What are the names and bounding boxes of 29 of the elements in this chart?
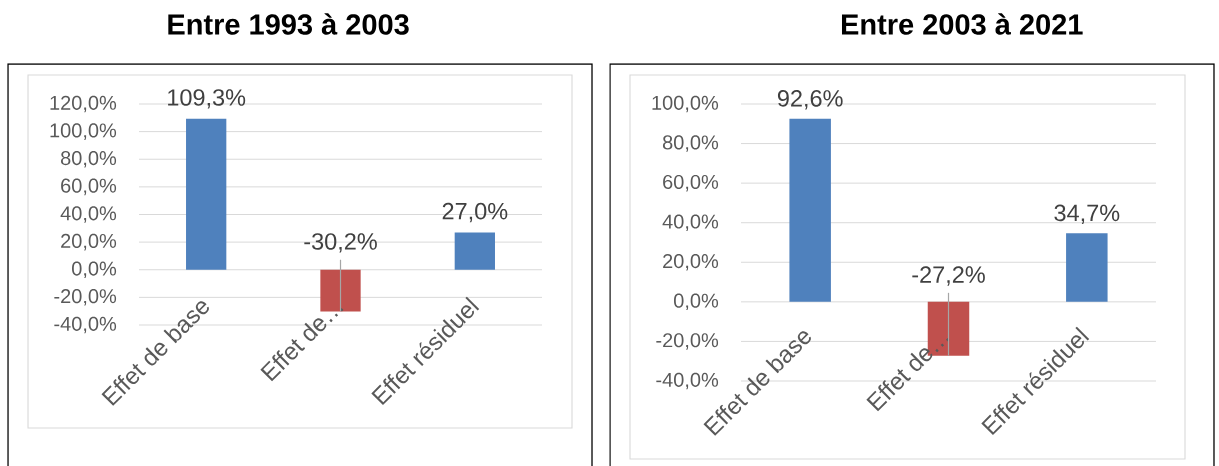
chart-title: Entre 1993 à 2003: [168, 13, 409, 35]
y-tick-label: 40,0%: [60, 206, 117, 223]
data-label: 34,7%: [1054, 204, 1120, 224]
chart-title: Entre 2003 à 2021: [841, 13, 1083, 35]
y-tick-label: 60,0%: [663, 174, 719, 192]
y-tick-label: -20,0%: [54, 289, 117, 306]
y-tick-label: 80,0%: [662, 135, 719, 152]
y-tick-label: 120,0%: [50, 95, 117, 113]
y-tick-label: 20,0%: [663, 254, 719, 271]
y-tick-label: -40,0%: [54, 316, 117, 334]
data-label: -27,2%: [912, 266, 985, 286]
y-tick-label: 0,0%: [674, 293, 719, 311]
data-label: 27,0%: [442, 202, 508, 223]
bar: [454, 232, 495, 270]
y-tick-label: -20,0%: [656, 333, 719, 350]
y-tick-label: 60,0%: [61, 178, 117, 196]
data-label: -30,2%: [304, 233, 377, 253]
y-tick-label: 0,0%: [72, 261, 117, 278]
bar: [789, 118, 831, 302]
y-tick-label: -40,0%: [656, 372, 719, 390]
bar: [1066, 233, 1108, 302]
y-tick-label: 20,0%: [61, 233, 117, 251]
y-tick-label: 80,0%: [60, 150, 117, 168]
y-tick-label: 100,0%: [50, 123, 117, 140]
y-tick-label: 100,0%: [652, 95, 719, 113]
data-label: 92,6%: [777, 90, 843, 110]
data-label: 109,3%: [168, 89, 246, 109]
bar: [186, 118, 227, 270]
y-tick-label: 40,0%: [662, 214, 719, 231]
